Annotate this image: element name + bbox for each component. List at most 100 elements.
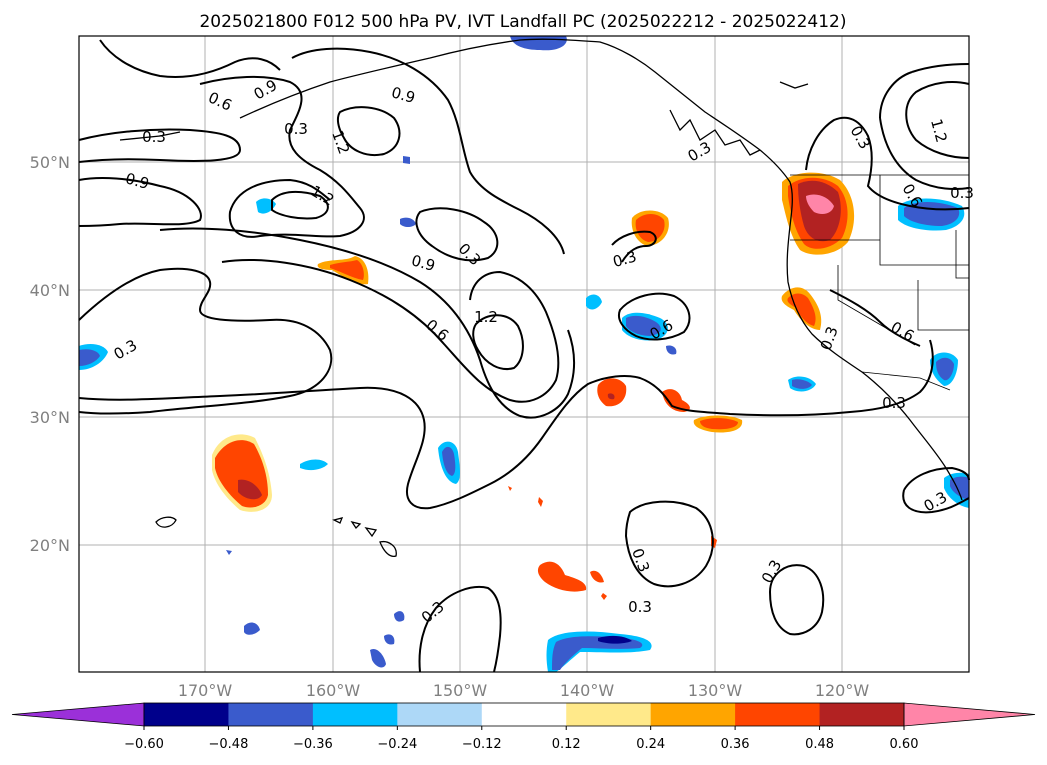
- lat-label: 50°N: [30, 153, 70, 172]
- island-path: [332, 517, 344, 524]
- colorbar-tick-label: 0.12: [552, 737, 581, 752]
- colorbar-segment: [566, 703, 652, 726]
- colorbar-tick-label: −0.12: [462, 737, 502, 752]
- colorbar-tick-label: −0.36: [293, 737, 333, 752]
- warm-region: [662, 389, 690, 412]
- contour-line: [415, 207, 499, 262]
- warm-region: [607, 393, 615, 400]
- contour-label: 0.3: [611, 247, 639, 271]
- contour-line: [805, 116, 970, 211]
- colorbar-tick-label: 0.36: [721, 737, 750, 752]
- coastline-path: [239, 38, 963, 501]
- contour-label: 0.3: [950, 184, 974, 202]
- cool-region: [300, 459, 328, 471]
- contour-line: [879, 71, 913, 119]
- contour-line: [611, 230, 657, 263]
- lon-label: 140°W: [560, 681, 615, 700]
- contour-line: [618, 292, 691, 341]
- contour-line: [199, 75, 365, 238]
- cool-region: [244, 622, 260, 635]
- colorbar-tick-label: 0.48: [805, 737, 834, 752]
- cool-region: [586, 294, 602, 310]
- cool-region: [400, 217, 416, 227]
- colorbar-segment: [650, 703, 736, 726]
- island-path: [379, 540, 397, 558]
- lon-label: 170°W: [178, 681, 233, 700]
- colorbar-segment: [481, 703, 567, 726]
- contour-label: 0.9: [123, 169, 151, 193]
- lon-label: 120°W: [815, 681, 870, 700]
- island-path: [350, 520, 362, 530]
- colorbar-outline: [143, 702, 905, 727]
- contour-line: [902, 489, 970, 514]
- contour-label: 0.3: [882, 394, 906, 412]
- map-title: 2025021800 F012 500 hPa PV, IVT Landfall…: [199, 12, 846, 32]
- warm-region: [590, 570, 604, 583]
- colorbar-tick-label: −0.24: [377, 737, 417, 752]
- warm-region: [330, 260, 364, 280]
- colorbar-segment: [312, 703, 398, 726]
- colorbar-segment: [144, 703, 229, 726]
- contour-label: 0.3: [142, 128, 166, 146]
- contour-line: [99, 39, 281, 78]
- colorbar-extend-low: [11, 702, 145, 727]
- cool-region: [598, 635, 632, 644]
- contour-line: [829, 289, 921, 347]
- lon-label: 160°W: [306, 681, 361, 700]
- warm-region: [238, 479, 262, 500]
- cool-region: [394, 611, 405, 622]
- warm-region: [601, 593, 607, 600]
- colorbar-tick-label: 0.24: [636, 737, 665, 752]
- lat-label: 40°N: [30, 281, 70, 300]
- cool-region: [370, 648, 386, 668]
- coastline-path: [669, 109, 761, 156]
- cool-region: [626, 315, 661, 336]
- warm-region: [508, 486, 512, 491]
- contour-line: [911, 63, 970, 73]
- island-path: [155, 516, 177, 528]
- border-path: [861, 371, 951, 391]
- political-borders: [790, 174, 969, 391]
- border-path: [955, 230, 969, 279]
- cool-region: [666, 345, 677, 355]
- contour-line: [159, 227, 575, 419]
- warm-region: [635, 214, 665, 242]
- coastline-path: [119, 131, 181, 141]
- border-path: [917, 280, 969, 331]
- warm-region: [537, 561, 587, 592]
- colorbar-segments: [11, 702, 1036, 727]
- colorbar-tick-label: −0.48: [209, 737, 249, 752]
- warm-region: [700, 418, 738, 430]
- contour-line: [336, 106, 401, 156]
- cool-region: [403, 156, 410, 164]
- colorbar-segment: [228, 703, 314, 726]
- contour-label: 0.9: [409, 251, 437, 275]
- cool-region: [79, 349, 100, 366]
- map-panel: 0.6 0.9 0.3 0.9 1.2 0.9 1.2 0.9 0.3 1.2 …: [78, 35, 974, 673]
- cool-region: [384, 634, 395, 645]
- colorbar-tick-label: 0.60: [890, 737, 919, 752]
- cool-region: [936, 357, 954, 381]
- contour-line: [905, 81, 970, 159]
- cool-region: [226, 550, 232, 555]
- contour-line: [221, 259, 560, 403]
- contour-line: [291, 47, 565, 255]
- colorbar-segment: [735, 703, 821, 726]
- lon-label: 150°W: [433, 681, 488, 700]
- contour-line: [78, 267, 333, 415]
- coastline-path: [779, 81, 809, 89]
- contour-line: [472, 314, 524, 370]
- latitude-labels: 50°N 40°N 30°N 20°N: [30, 153, 70, 555]
- colorbar-segment: [819, 703, 905, 726]
- warm-region: [806, 194, 834, 214]
- contour-line: [624, 500, 714, 588]
- contour-label: 0.3: [628, 598, 652, 616]
- longitude-labels: 170°W 160°W 150°W 140°W 130°W 120°W: [178, 681, 870, 700]
- contour-label: 0.3: [284, 120, 308, 138]
- colorbar-tick-label: −0.60: [124, 737, 164, 752]
- cool-region: [792, 379, 812, 389]
- pv-contours: [78, 39, 970, 673]
- colorbar-segment: [397, 703, 483, 726]
- contour-label: 1.2: [927, 117, 951, 145]
